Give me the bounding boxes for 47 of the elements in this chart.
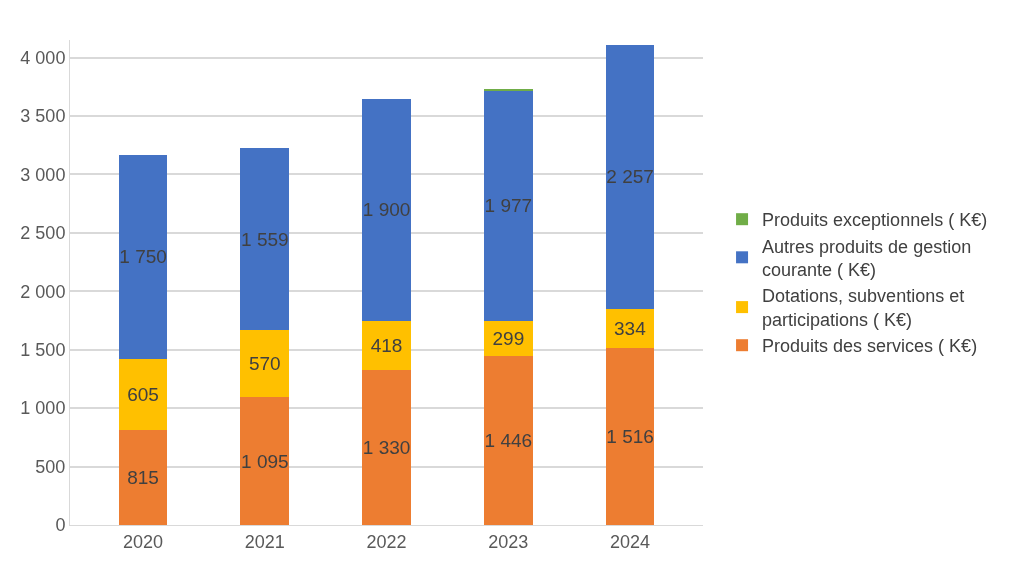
data-label: 570 xyxy=(248,353,281,375)
data-label: 1 559 xyxy=(241,228,289,250)
y-tick-label: 3 500 xyxy=(20,106,66,127)
bar xyxy=(240,148,290,331)
y-tick-label: 4 000 xyxy=(20,47,66,68)
x-tick-label: 2022 xyxy=(366,531,407,552)
bar xyxy=(240,330,290,398)
data-label: 1 446 xyxy=(484,430,533,452)
data-label: 334 xyxy=(614,317,647,339)
data-label: 1 977 xyxy=(484,195,533,217)
x-tick-label: 2020 xyxy=(123,531,164,552)
y-tick-label: 0 xyxy=(55,515,66,536)
legend-label: Dotations, subventions et participations ( K€) xyxy=(762,286,965,330)
bar xyxy=(605,347,655,525)
y-tick-label: 3 000 xyxy=(20,164,66,185)
legend-label: Autres produits de gestion courante ( K€) xyxy=(762,236,972,281)
data-label: 418 xyxy=(370,334,403,356)
data-label: 1 095 xyxy=(241,450,289,472)
bar xyxy=(118,359,168,430)
y-tick-label: 1 500 xyxy=(20,340,66,360)
bar xyxy=(362,320,411,370)
bar xyxy=(362,369,411,525)
y-tick-label: 500 xyxy=(35,456,66,477)
legend-label: Produits des services ( K€) xyxy=(762,336,978,357)
data-label: 2 257 xyxy=(606,166,654,188)
bar xyxy=(605,45,655,309)
bar xyxy=(240,397,290,525)
data-label: 1 516 xyxy=(606,425,654,447)
bar xyxy=(362,98,411,321)
data-label: 299 xyxy=(492,328,525,350)
bar xyxy=(118,154,168,360)
data-label: 605 xyxy=(127,383,159,405)
y-tick-label: 2 000 xyxy=(20,281,66,302)
legend-label: Produits exceptionnels ( K€) xyxy=(762,210,988,231)
x-tick-label: 2024 xyxy=(610,531,651,552)
bar xyxy=(118,429,168,525)
y-tick-label: 2 500 xyxy=(20,223,66,244)
data-label: 1 900 xyxy=(362,199,411,221)
bar xyxy=(483,88,533,91)
x-tick-label: 2021 xyxy=(244,531,285,552)
bar xyxy=(483,90,533,322)
data-label: 1 330 xyxy=(362,436,411,458)
data-label: 815 xyxy=(127,466,159,488)
data-label: 1 750 xyxy=(119,246,167,268)
bar xyxy=(483,356,533,525)
y-tick-label: 1 000 xyxy=(20,398,66,419)
x-tick-label: 2023 xyxy=(488,531,529,552)
